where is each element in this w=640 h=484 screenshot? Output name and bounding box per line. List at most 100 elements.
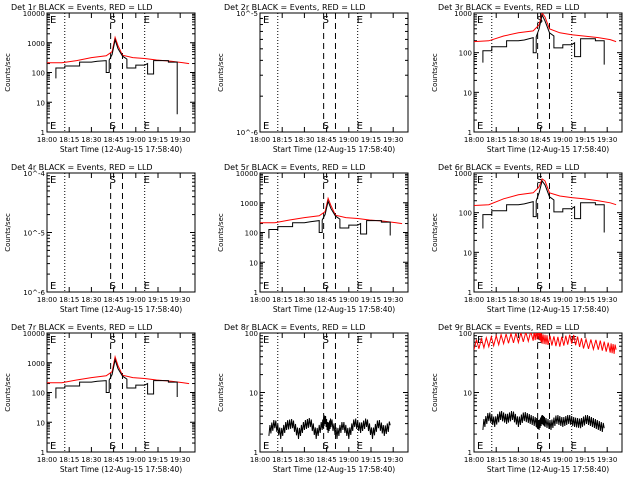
event-marker-top: S — [110, 175, 116, 186]
x-tick-label: 19:30 — [170, 136, 190, 144]
x-tick-label: 19:30 — [170, 456, 190, 464]
event-marker-top: E — [144, 175, 150, 186]
x-tick-label: 18:15 — [486, 136, 506, 144]
event-marker-bottom: S — [537, 281, 543, 292]
y-tick-label: 100 — [245, 230, 258, 238]
event-marker-top: E — [50, 335, 56, 346]
y-axis-label: Counts/sec — [4, 373, 12, 412]
event-marker-bottom: E — [477, 441, 483, 452]
x-tick-label: 18:30 — [81, 296, 101, 304]
x-tick-label: 18:00 — [250, 296, 270, 304]
x-axis-label: Start Time (12-Aug-15 17:58:40) — [60, 305, 182, 314]
panel-det-1: Det 1r BLACK = Events, RED = LLD 1 10 100 10… — [4, 3, 196, 154]
x-tick-label: 18:45 — [317, 296, 337, 304]
x-tick-label: 18:30 — [294, 296, 314, 304]
y-tick-label: 1000 — [27, 360, 45, 368]
panel-det-9: Det 9r BLACK = Events, RED = LLD 1 10 100 Co… — [431, 323, 623, 474]
y-tick-label: 100 — [459, 330, 472, 338]
event-marker-bottom: E — [263, 281, 269, 292]
y-tick-label: 100 — [32, 390, 45, 398]
plot-frame — [46, 172, 196, 293]
y-tick-label: 10^-6 — [23, 289, 45, 297]
events-series-line — [55, 357, 178, 399]
x-tick-label: 19:30 — [597, 456, 617, 464]
x-tick-label: 18:45 — [317, 136, 337, 144]
y-tick-label: 10 — [463, 390, 472, 398]
panel-det-7: Det 7r BLACK = Events, RED = LLD 1 10 100 10… — [4, 323, 196, 474]
event-marker-top: E — [144, 335, 150, 346]
x-tick-label: 19:15 — [148, 296, 168, 304]
event-marker-top: E — [477, 175, 483, 186]
x-tick-label: 18:30 — [508, 296, 528, 304]
x-tick-label: 18:30 — [81, 136, 101, 144]
plot-frame — [473, 172, 623, 293]
plot-frame — [259, 12, 409, 133]
event-marker-top: E — [357, 335, 363, 346]
y-axis-label: Counts/sec — [4, 53, 12, 92]
event-marker-top: S — [323, 175, 329, 186]
event-marker-top: E — [357, 175, 363, 186]
event-marker-bottom: S — [110, 441, 116, 452]
panel-det-2: Det 2r BLACK = Events, RED = LLD 10^-6 10^… — [217, 3, 409, 154]
x-axis-label: Start Time (12-Aug-15 17:58:40) — [273, 145, 395, 154]
x-axis-label: Start Time (12-Aug-15 17:58:40) — [487, 465, 609, 474]
event-marker-top: E — [263, 335, 269, 346]
y-tick-label: 1 — [468, 129, 472, 137]
x-tick-label: 18:00 — [464, 296, 484, 304]
y-tick-label: 10^-5 — [23, 230, 45, 238]
event-marker-top: E — [50, 175, 56, 186]
event-marker-bottom: E — [144, 441, 150, 452]
event-marker-bottom: E — [357, 281, 363, 292]
x-tick-label: 18:30 — [508, 456, 528, 464]
y-axis-label: Counts/sec — [217, 53, 225, 92]
events-series-line — [482, 179, 605, 233]
x-tick-label: 19:00 — [553, 456, 573, 464]
y-tick-label: 10^-6 — [236, 129, 258, 137]
y-tick-label: 10 — [463, 249, 472, 257]
lld-series-line — [474, 178, 617, 206]
x-tick-label: 19:15 — [361, 456, 381, 464]
y-tick-label: 10 — [249, 390, 258, 398]
y-tick-label: 1 — [41, 449, 45, 457]
y-tick-label: 100 — [245, 330, 258, 338]
panel-title: Det 1r BLACK = Events, RED = LLD — [11, 3, 153, 12]
y-tick-label: 1 — [41, 129, 45, 137]
event-marker-bottom: E — [144, 281, 150, 292]
event-marker-bottom: E — [571, 441, 577, 452]
event-marker-bottom: S — [537, 121, 543, 132]
y-tick-label: 1000 — [27, 40, 45, 48]
event-marker-top: E — [144, 15, 150, 26]
lld-series-line — [474, 13, 617, 43]
panel-title: Det 5r BLACK = Events, RED = LLD — [224, 163, 366, 172]
y-tick-label: 1000 — [454, 170, 472, 178]
x-tick-label: 19:30 — [383, 456, 403, 464]
event-marker-bottom: E — [571, 281, 577, 292]
x-axis-label: Start Time (12-Aug-15 17:58:40) — [273, 465, 395, 474]
event-marker-top: S — [323, 335, 329, 346]
x-axis-label: Start Time (12-Aug-15 17:58:40) — [60, 465, 182, 474]
lld-series-line — [260, 196, 403, 225]
x-tick-label: 18:00 — [464, 456, 484, 464]
events-series-line — [268, 415, 391, 439]
x-tick-label: 18:15 — [272, 456, 292, 464]
y-tick-label: 1 — [468, 449, 472, 457]
events-series-line — [482, 410, 605, 433]
x-tick-label: 18:30 — [294, 456, 314, 464]
x-tick-label: 18:45 — [317, 456, 337, 464]
event-marker-top: S — [323, 15, 329, 26]
x-tick-label: 18:00 — [37, 456, 57, 464]
event-marker-top: E — [50, 15, 56, 26]
x-axis-label: Start Time (12-Aug-15 17:58:40) — [273, 305, 395, 314]
event-marker-bottom: S — [110, 121, 116, 132]
x-tick-label: 18:45 — [104, 296, 124, 304]
lld-series-line — [47, 354, 190, 385]
event-marker-top: E — [571, 175, 577, 186]
x-tick-label: 19:00 — [339, 456, 359, 464]
x-tick-label: 18:15 — [272, 296, 292, 304]
event-marker-bottom: E — [357, 441, 363, 452]
panel-det-8: Det 8r BLACK = Events, RED = LLD 1 10 100 Co… — [217, 323, 409, 474]
x-tick-label: 19:15 — [575, 296, 595, 304]
y-tick-label: 10 — [463, 89, 472, 97]
x-tick-label: 19:15 — [361, 136, 381, 144]
